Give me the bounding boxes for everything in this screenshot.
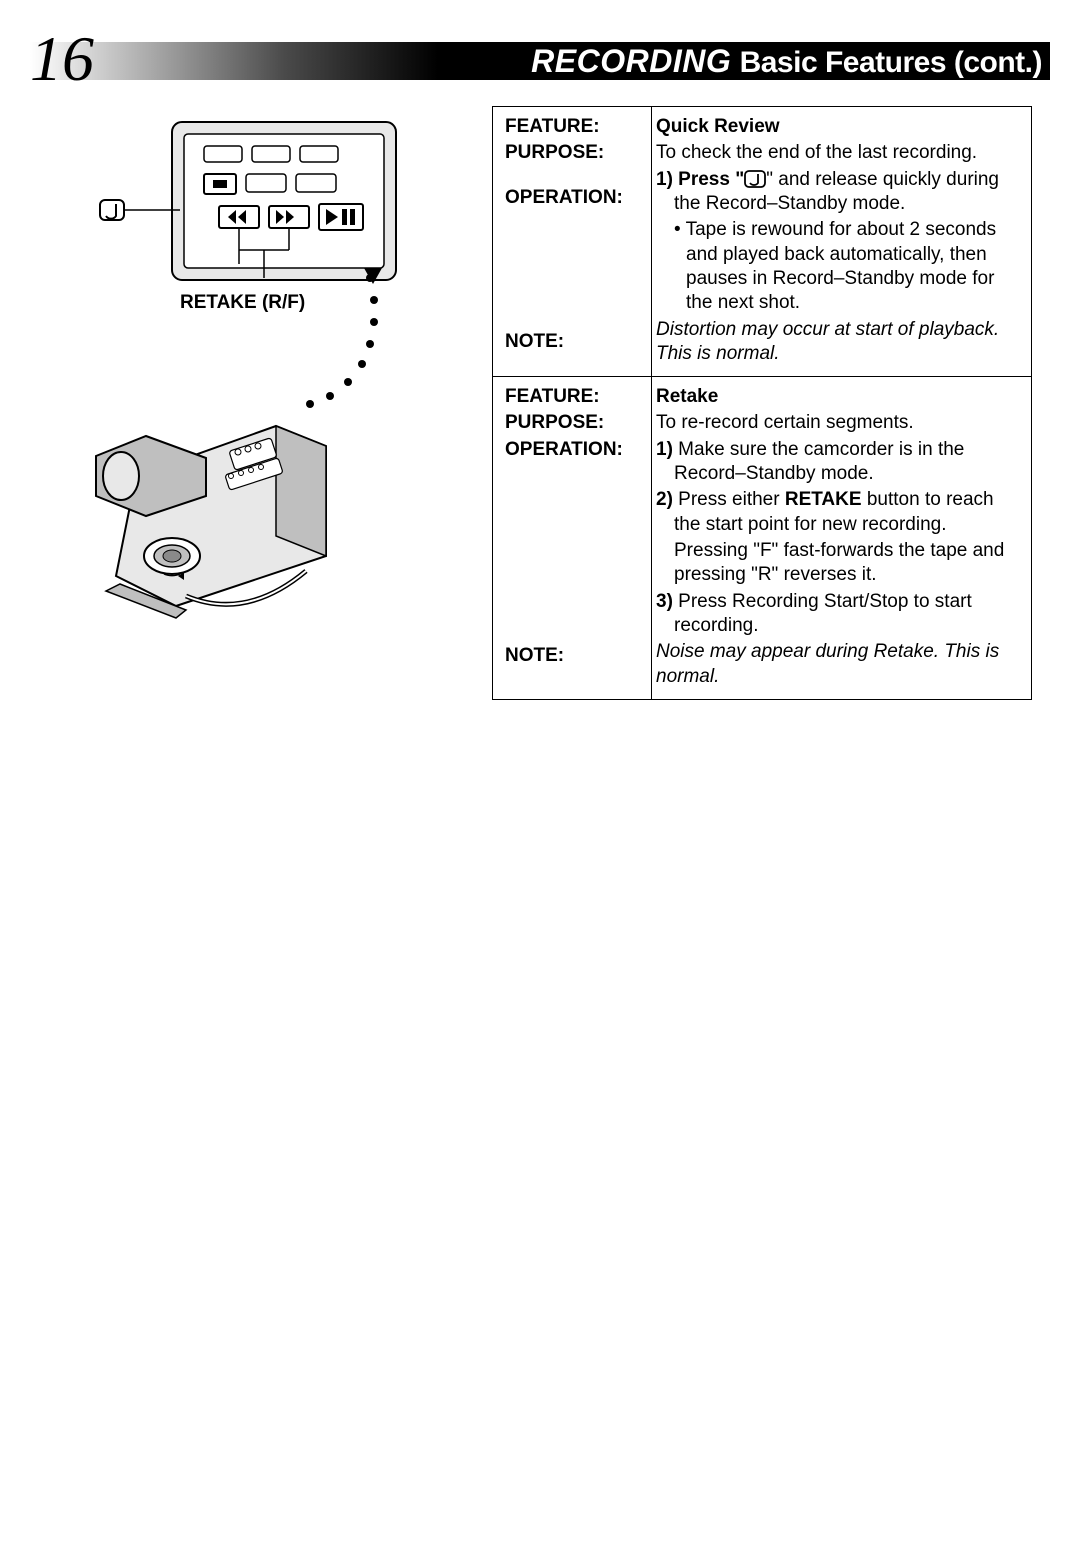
feature-table: FEATURE: PURPOSE: OPERATION: NOTE: Quick… — [492, 106, 1032, 700]
note-text: Distortion may occur at start of playbac… — [656, 318, 1019, 367]
op-num: 1) Press " — [656, 169, 744, 190]
retake-label: RETAKE (R/F) — [180, 292, 305, 314]
feature-name: Quick Review — [656, 115, 1019, 139]
op1: 1) Make sure the camcorder is in the Rec… — [656, 438, 1019, 487]
diagram-svg — [76, 116, 444, 636]
header-bar: 16 RECORDING Basic Features (cont.) — [30, 42, 1050, 80]
page-number: 16 — [30, 22, 94, 96]
operation-bullet: • Tape is rewound for about 2 seconds an… — [656, 218, 1019, 315]
feature-label: FEATURE: — [505, 115, 643, 139]
label-column: FEATURE: PURPOSE: OPERATION: NOTE: — [493, 107, 651, 376]
purpose-text: To check the end of the last recording. — [656, 141, 1019, 165]
operation-label: OPERATION: — [505, 438, 643, 462]
operation-label: OPERATION: — [505, 186, 643, 210]
note-text: Noise may appear during Retake. This is … — [656, 640, 1019, 689]
purpose-label: PURPOSE: — [505, 141, 643, 165]
header-section: RECORDING — [531, 43, 731, 79]
note-label: NOTE: — [505, 330, 643, 354]
note-label: NOTE: — [505, 644, 643, 668]
operation-text: 1) Press "" and release quickly during t… — [656, 168, 1019, 217]
camcorder-diagram: RETAKE (R/F) — [76, 116, 444, 636]
feature-row-quick-review: FEATURE: PURPOSE: OPERATION: NOTE: Quick… — [493, 107, 1031, 377]
op2: 2) Press either RETAKE button to reach t… — [656, 488, 1019, 537]
feature-label: FEATURE: — [505, 385, 643, 409]
label-column: FEATURE: PURPOSE: OPERATION: NOTE: — [493, 377, 651, 699]
op3: 3) Press Recording Start/Stop to start r… — [656, 590, 1019, 639]
header-subtitle: Basic Features (cont.) — [740, 46, 1042, 79]
feature-row-retake: FEATURE: PURPOSE: OPERATION: NOTE: Retak… — [493, 377, 1031, 699]
feature-name: Retake — [656, 385, 1019, 409]
content-column: Quick Review To check the end of the las… — [651, 107, 1031, 376]
header-title: RECORDING Basic Features (cont.) — [531, 43, 1042, 80]
quick-review-icon — [744, 170, 766, 188]
op2c: Pressing "F" fast-forwards the tape and … — [656, 539, 1019, 588]
purpose-label: PURPOSE: — [505, 411, 643, 435]
purpose-text: To re-record certain segments. — [656, 411, 1019, 435]
content-column: Retake To re-record certain segments. 1)… — [651, 377, 1031, 699]
